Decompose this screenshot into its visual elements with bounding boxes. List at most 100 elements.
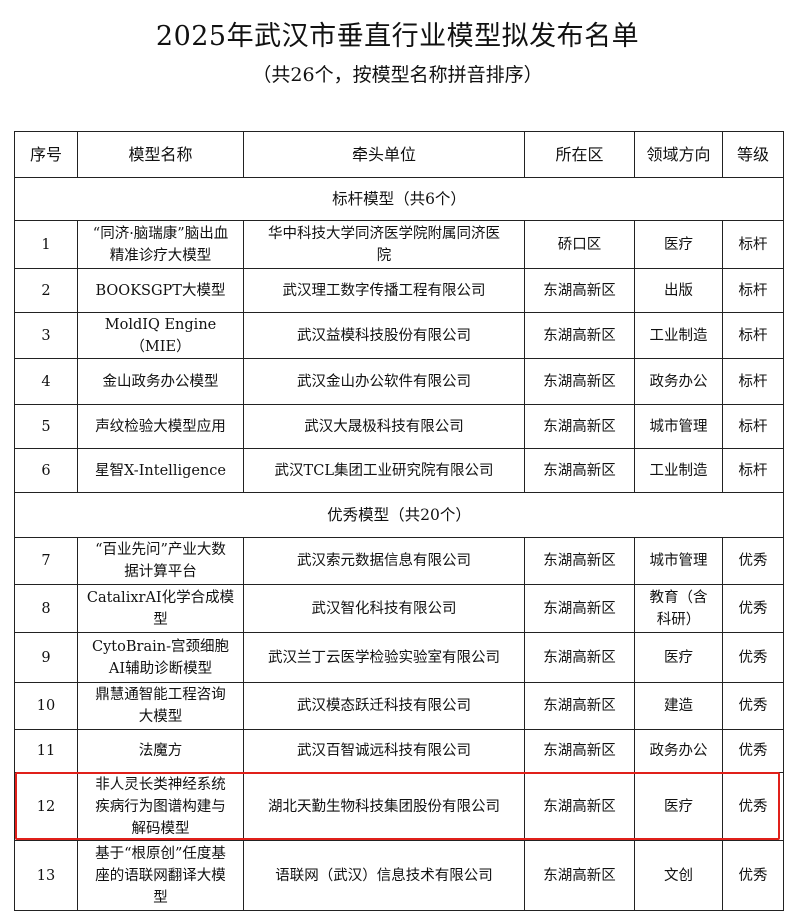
cell-district: 东湖高新区	[524, 358, 635, 405]
col-header-no: 序号	[14, 131, 78, 178]
cell-level: 标杆	[722, 312, 784, 359]
cell-name: 金山政务办公模型	[77, 358, 244, 405]
cell-field: 建造	[634, 682, 723, 730]
cell-no: 2	[14, 268, 78, 313]
table-row: 11 法魔方 武汉百智诚远科技有限公司 东湖高新区 政务办公 优秀	[14, 729, 784, 773]
cell-level: 优秀	[722, 772, 784, 841]
table-row: 1 “同济·脑瑞康”脑出血 精准诊疗大模型 华中科技大学同济医学院附属同济医 院硚口…	[14, 220, 784, 269]
table-row: 12 非人灵长类神经系统 疾病行为图谱构建与 解码模型 湖北天勤生物科技集团股份有限…	[14, 772, 784, 841]
cell-no: 10	[14, 682, 78, 730]
cell-field: 文创	[634, 840, 723, 911]
cell-district: 东湖高新区	[524, 448, 635, 493]
cell-district: 东湖高新区	[524, 682, 635, 730]
cell-district: 东湖高新区	[524, 772, 635, 841]
cell-level: 标杆	[722, 358, 784, 405]
cell-field: 政务办公	[634, 729, 723, 773]
cell-field: 政务办公	[634, 358, 723, 405]
cell-field: 工业制造	[634, 312, 723, 359]
cell-field: 医疗	[634, 632, 723, 683]
cell-org: 武汉TCL集团工业研究院有限公司	[243, 448, 525, 493]
cell-field: 城市管理	[634, 404, 723, 449]
cell-no: 12	[14, 772, 78, 841]
cell-org: 武汉模态跃迁科技有限公司	[243, 682, 525, 730]
cell-name: BOOKSGPT大模型	[77, 268, 244, 313]
cell-name: 非人灵长类神经系统 疾病行为图谱构建与 解码模型	[77, 772, 244, 841]
table-row: 4 金山政务办公模型 武汉金山办公软件有限公司 东湖高新区 政务办公 标杆	[14, 358, 784, 405]
table-row: 10 鼎慧通智能工程咨询 大模型 武汉模态跃迁科技有限公司 东湖高新区 建造 优秀	[14, 682, 784, 730]
cell-name: 声纹检验大模型应用	[77, 404, 244, 449]
cell-no: 4	[14, 358, 78, 405]
document-subtitle: （共26个，按模型名称拼音排序）	[252, 64, 543, 86]
section-row: 优秀模型（共20个）	[14, 492, 784, 538]
cell-org: 武汉金山办公软件有限公司	[243, 358, 525, 405]
col-header-level: 等级	[722, 131, 784, 178]
cell-district: 东湖高新区	[524, 584, 635, 633]
cell-org: 武汉益模科技股份有限公司	[243, 312, 525, 359]
col-header-district: 所在区	[524, 131, 635, 178]
cell-field: 医疗	[634, 220, 723, 269]
cell-name: MoldIQ Engine （MIE）	[77, 312, 244, 359]
cell-no: 11	[14, 729, 78, 773]
cell-no: 8	[14, 584, 78, 633]
col-header-name: 模型名称	[77, 131, 244, 178]
cell-no: 5	[14, 404, 78, 449]
cell-level: 标杆	[722, 404, 784, 449]
section-label: 优秀模型（共20个）	[14, 492, 784, 538]
cell-no: 3	[14, 312, 78, 359]
cell-district: 东湖高新区	[524, 404, 635, 449]
cell-level: 优秀	[722, 632, 784, 683]
cell-org: 武汉理工数字传播工程有限公司	[243, 268, 525, 313]
section-label: 标杆模型（共6个）	[14, 177, 784, 221]
table-row: 9 CytoBrain-宫颈细胞 AI辅助诊断模型 武汉兰丁云医学检验实验室有限公司…	[14, 632, 784, 683]
section-row: 标杆模型（共6个）	[14, 177, 784, 221]
cell-no: 7	[14, 537, 78, 585]
cell-org: 武汉智化科技有限公司	[243, 584, 525, 633]
cell-no: 13	[14, 840, 78, 911]
cell-name: 法魔方	[77, 729, 244, 773]
cell-org: 华中科技大学同济医学院附属同济医 院	[243, 220, 525, 269]
cell-name: “百业先问”产业大数 据计算平台	[77, 537, 244, 585]
table-row: 8 CatalixrAI化学合成模 型武汉智化科技有限公司 东湖高新区 教育（含 科研…	[14, 584, 784, 633]
table-row: 6 星智X-Intelligence 武汉TCL集团工业研究院有限公司 东湖高新区 工业…	[14, 448, 784, 493]
cell-field: 工业制造	[634, 448, 723, 493]
table-row: 2 BOOKSGPT大模型 武汉理工数字传播工程有限公司 东湖高新区 出版 标杆	[14, 268, 784, 313]
cell-level: 优秀	[722, 537, 784, 585]
table-row: 3 MoldIQ Engine （MIE） 武汉益模科技股份有限公司 东湖高新区 工业制…	[14, 312, 784, 359]
cell-district: 东湖高新区	[524, 840, 635, 911]
cell-org: 武汉兰丁云医学检验实验室有限公司	[243, 632, 525, 683]
table-row: 5 声纹检验大模型应用 武汉大晟极科技有限公司 东湖高新区 城市管理 标杆	[14, 404, 784, 449]
cell-name: CatalixrAI化学合成模 型	[77, 584, 244, 633]
cell-name: 基于“根原创”任度基 座的语联网翻译大模 型	[77, 840, 244, 911]
document-title: 2025年武汉市垂直行业模型拟发布名单	[155, 21, 640, 52]
cell-org: 语联网（武汉）信息技术有限公司	[243, 840, 525, 911]
cell-name: 鼎慧通智能工程咨询 大模型	[77, 682, 244, 730]
cell-org: 武汉索元数据信息有限公司	[243, 537, 525, 585]
cell-level: 优秀	[722, 840, 784, 911]
col-header-org: 牵头单位	[243, 131, 525, 178]
cell-district: 东湖高新区	[524, 632, 635, 683]
cell-field: 教育（含 科研）	[634, 584, 723, 633]
cell-level: 标杆	[722, 448, 784, 493]
cell-name: CytoBrain-宫颈细胞 AI辅助诊断模型	[77, 632, 244, 683]
cell-org: 武汉百智诚远科技有限公司	[243, 729, 525, 773]
cell-field: 出版	[634, 268, 723, 313]
cell-field: 城市管理	[634, 537, 723, 585]
cell-level: 优秀	[722, 729, 784, 773]
cell-org: 湖北天勤生物科技集团股份有限公司	[243, 772, 525, 841]
cell-no: 6	[14, 448, 78, 493]
cell-no: 9	[14, 632, 78, 683]
col-header-field: 领域方向	[634, 131, 723, 178]
cell-field: 医疗	[634, 772, 723, 841]
cell-level: 标杆	[722, 220, 784, 269]
cell-district: 东湖高新区	[524, 312, 635, 359]
cell-district: 东湖高新区	[524, 729, 635, 773]
table-row: 13 基于“根原创”任度基 座的语联网翻译大模 型语联网（武汉）信息技术有限公司东…	[14, 840, 784, 911]
cell-level: 优秀	[722, 584, 784, 633]
cell-district: 东湖高新区	[524, 268, 635, 313]
cell-org: 武汉大晟极科技有限公司	[243, 404, 525, 449]
table-header-row: 序号 模型名称 牵头单位 所在区 领域方向 等级	[14, 131, 784, 178]
table-row: 7 “百业先问”产业大数 据计算平台 武汉索元数据信息有限公司 东湖高新区 城市管理 优秀	[14, 537, 784, 585]
cell-district: 硚口区	[524, 220, 635, 269]
cell-level: 标杆	[722, 268, 784, 313]
cell-name: “同济·脑瑞康”脑出血 精准诊疗大模型	[77, 220, 244, 269]
